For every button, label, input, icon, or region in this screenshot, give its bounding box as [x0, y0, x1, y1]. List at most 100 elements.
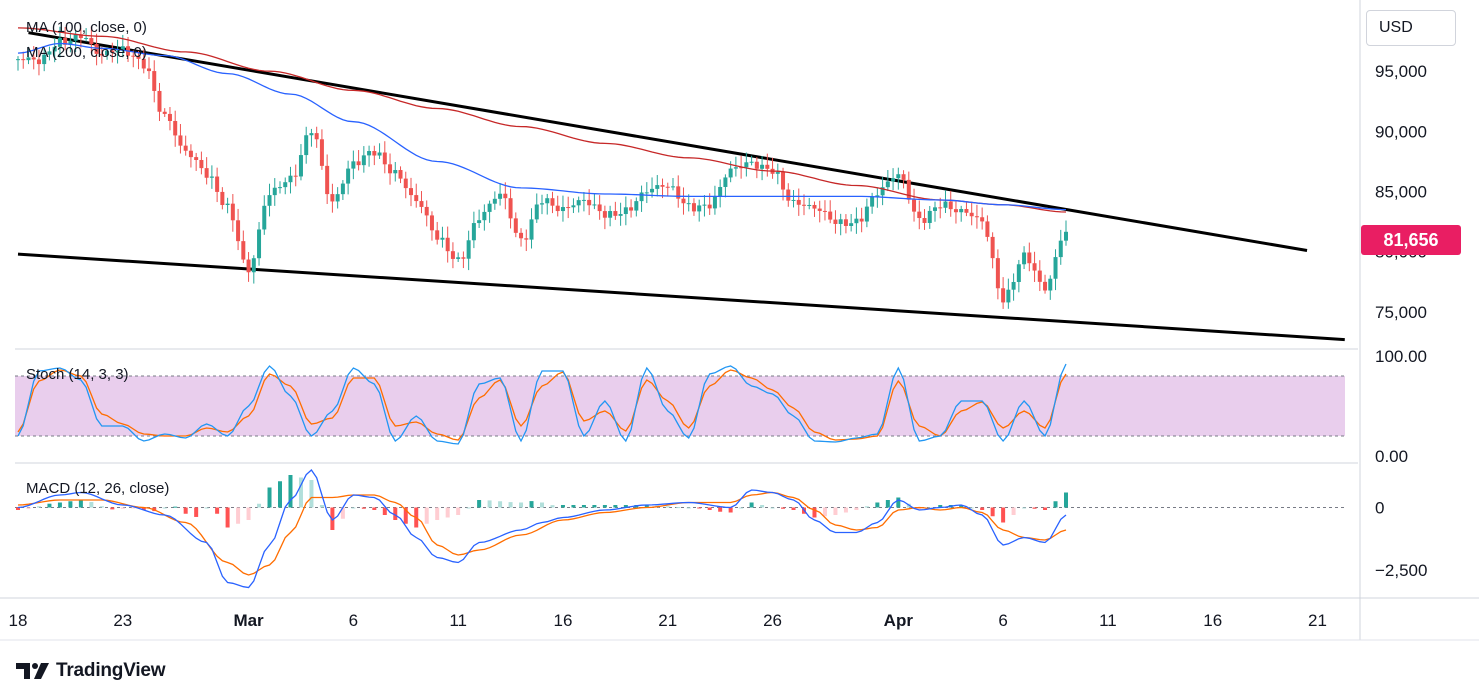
candle	[917, 211, 922, 219]
time-axis-label: 21	[658, 611, 677, 630]
candle	[157, 90, 162, 112]
macd-legend[interactable]: MACD (12, 26, close)	[26, 480, 169, 497]
candle	[927, 210, 932, 223]
candle	[73, 34, 78, 41]
candle	[1043, 281, 1048, 291]
tradingview-logo-icon	[16, 663, 49, 679]
candle	[1058, 240, 1063, 258]
candle	[1016, 264, 1021, 282]
candle	[1027, 252, 1032, 264]
candle	[204, 168, 209, 178]
candle	[854, 218, 859, 224]
candle	[922, 218, 927, 223]
candle	[817, 208, 822, 211]
candle	[1011, 281, 1016, 290]
candle	[671, 186, 675, 188]
candle	[650, 188, 655, 193]
candle	[802, 204, 806, 206]
currency-selector[interactable]: USD	[1366, 10, 1456, 46]
macd-axis-label: −2,500	[1375, 561, 1427, 580]
candle	[309, 133, 314, 136]
candle	[933, 207, 937, 211]
candle	[576, 200, 581, 206]
time-axis-label: 18	[9, 611, 28, 630]
candle	[597, 204, 602, 212]
candle	[288, 175, 293, 183]
candle	[639, 192, 644, 202]
candle	[524, 238, 529, 240]
last-price-badge: 81,656	[1361, 225, 1461, 255]
macd-histogram-bar	[560, 505, 565, 508]
macd-histogram-bar	[613, 505, 618, 508]
macd-histogram-bar	[843, 507, 848, 513]
candle	[953, 209, 958, 213]
candle	[461, 257, 466, 259]
candle	[267, 195, 272, 206]
candle	[980, 217, 985, 222]
candle	[183, 145, 188, 151]
macd-histogram-bar	[571, 505, 576, 508]
macd-histogram-bar	[540, 502, 544, 508]
macd-histogram-bar	[833, 507, 838, 515]
candle	[686, 203, 691, 205]
candle	[891, 178, 896, 182]
candle	[697, 205, 702, 212]
candle	[712, 196, 717, 209]
macd-histogram-bar	[1064, 492, 1068, 508]
time-axis-label: 6	[998, 611, 1007, 630]
macd-histogram-bar	[57, 502, 62, 508]
macd-histogram-bar	[969, 507, 974, 509]
candle	[906, 179, 911, 200]
candle	[660, 185, 665, 187]
candle	[786, 189, 791, 201]
candle	[63, 37, 68, 45]
macd-histogram-bar	[760, 505, 765, 508]
time-axis-label: 21	[1308, 611, 1327, 630]
brand-logo[interactable]: TradingView	[16, 657, 166, 685]
candle	[456, 257, 461, 259]
candle	[335, 194, 340, 202]
macd-histogram-bar	[372, 507, 377, 510]
ma200-line	[17, 27, 1067, 213]
candle	[199, 159, 204, 169]
candle	[592, 204, 597, 206]
macd-histogram-bar	[26, 507, 31, 509]
macd-histogram-bar	[875, 502, 880, 508]
candle	[796, 199, 801, 205]
candle	[681, 198, 686, 204]
ma100-legend[interactable]: MA (100, close, 0)	[26, 19, 147, 36]
macd-line	[17, 469, 1067, 589]
macd-histogram-bar	[319, 505, 324, 508]
candle	[115, 50, 120, 53]
candle	[84, 38, 89, 40]
macd-histogram-bar	[309, 480, 314, 508]
macd-histogram-bar	[183, 507, 188, 514]
macd-histogram-bar	[487, 500, 492, 508]
candle	[89, 38, 94, 45]
candle	[760, 164, 765, 169]
candle	[608, 211, 613, 218]
candle	[209, 176, 214, 178]
stoch-legend[interactable]: Stoch (14, 3, 3)	[26, 366, 129, 383]
macd-histogram-bar	[99, 506, 104, 508]
candle	[429, 215, 434, 231]
macd-histogram-bar	[89, 501, 94, 508]
trendline	[28, 31, 1308, 252]
macd-histogram-bar	[812, 507, 817, 518]
candle	[555, 205, 560, 212]
candle	[849, 223, 854, 226]
macd-histogram-bar	[1043, 507, 1048, 510]
macd-histogram-bar	[267, 487, 272, 508]
macd-histogram-bar	[78, 500, 83, 508]
candle	[482, 211, 487, 221]
candle	[843, 219, 848, 226]
ma200-legend[interactable]: MA (200, close, 0)	[26, 44, 147, 61]
candle	[225, 203, 230, 206]
candle	[424, 206, 429, 216]
macd-histogram-bar	[110, 507, 115, 510]
candle	[629, 207, 634, 211]
macd-histogram-bar	[749, 502, 754, 508]
macd-histogram-bar	[288, 475, 293, 508]
candle	[141, 58, 146, 69]
